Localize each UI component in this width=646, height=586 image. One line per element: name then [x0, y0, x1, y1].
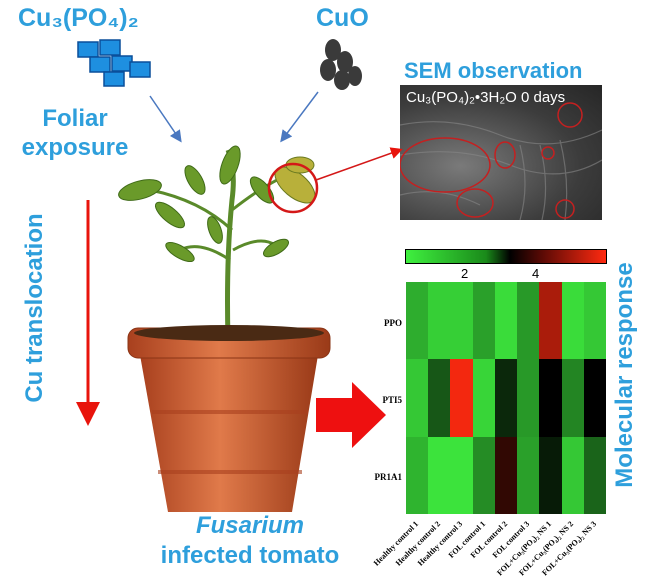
colorbar-tick-2: 2	[461, 266, 469, 281]
heatmap-cell-pr1a1-3	[450, 436, 473, 514]
heatmap-cell-pr1a1-7	[539, 436, 562, 514]
tomato-plant-icon	[118, 145, 316, 341]
colorbar-tick-4: 4	[532, 266, 540, 281]
heatmap-cell-pr1a1-4	[472, 436, 495, 514]
heatmap-cell-ppo-2	[428, 282, 451, 360]
cuo-particles-icon	[320, 39, 362, 90]
foliar-arrow-right	[280, 91, 319, 143]
cu3po42-label: Cu₃(PO₄)₂	[18, 4, 139, 32]
leaf-highlight-circle	[267, 162, 319, 214]
fusarium-label: Fusarium	[195, 512, 305, 539]
big-red-arrow	[316, 382, 386, 448]
heatmap-cell-pr1a1-9	[583, 436, 606, 514]
row-label-pr1a1: PR1A1	[374, 472, 403, 482]
heatmap-cell-pti5-1	[406, 359, 429, 437]
molecular-response-label: Molecular response	[608, 235, 642, 515]
heatmap-cell-pr1a1-2	[428, 436, 451, 514]
heatmap-cell-pr1a1-1	[406, 436, 429, 514]
heatmap-cell-pr1a1-5	[494, 436, 518, 514]
heatmap-cell-pti5-7	[539, 359, 562, 437]
foliar-exposure-label: Foliar exposure	[21, 105, 129, 161]
heatmap-cell-pti5-8	[561, 359, 584, 437]
row-label-pti5: PTI5	[382, 395, 402, 405]
heatmap-cell-ppo-4	[472, 282, 495, 360]
heatmap-cell-ppo-3	[450, 282, 473, 360]
heatmap-cell-pti5-4	[472, 359, 495, 437]
heatmap-colorbar	[405, 249, 607, 264]
heatmap-cell-pti5-3	[450, 359, 473, 437]
heatmap-cell-ppo-8	[561, 282, 584, 360]
heatmap-grid	[406, 282, 606, 514]
sem-title: SEM observation	[404, 58, 583, 83]
molecular-response-text: Molecular response	[611, 262, 638, 488]
heatmap-cell-pti5-5	[494, 359, 518, 437]
heatmap-cell-ppo-1	[406, 282, 429, 360]
heatmap-cell-pti5-2	[428, 359, 451, 437]
heatmap-cell-ppo-7	[539, 282, 562, 360]
cu3po42-particles-icon	[77, 39, 151, 87]
heatmap-cell-pti5-6	[517, 359, 540, 437]
foliar-arrow-left	[149, 95, 182, 143]
sem-texture	[400, 102, 602, 220]
heatmap-cell-ppo-9	[583, 282, 606, 360]
pot-icon	[127, 325, 331, 512]
sem-image: Cu₃(PO₄)₂•3H₂O 0 days	[400, 85, 602, 220]
heatmap-cell-ppo-6	[517, 282, 540, 360]
row-label-ppo: PPO	[384, 318, 402, 328]
cuo-label: CuO	[316, 4, 369, 32]
infected-tomato-label: infected tomato	[160, 542, 340, 569]
heatmap-cell-pr1a1-8	[561, 436, 584, 514]
sem-link-arrow	[315, 147, 403, 181]
heatmap-cell-ppo-5	[494, 282, 518, 360]
heatmap-cell-pr1a1-6	[517, 436, 540, 514]
sem-sample-label: Cu₃(PO₄)₂•3H₂O 0 days	[406, 89, 566, 106]
heatmap-cell-pti5-9	[583, 359, 606, 437]
